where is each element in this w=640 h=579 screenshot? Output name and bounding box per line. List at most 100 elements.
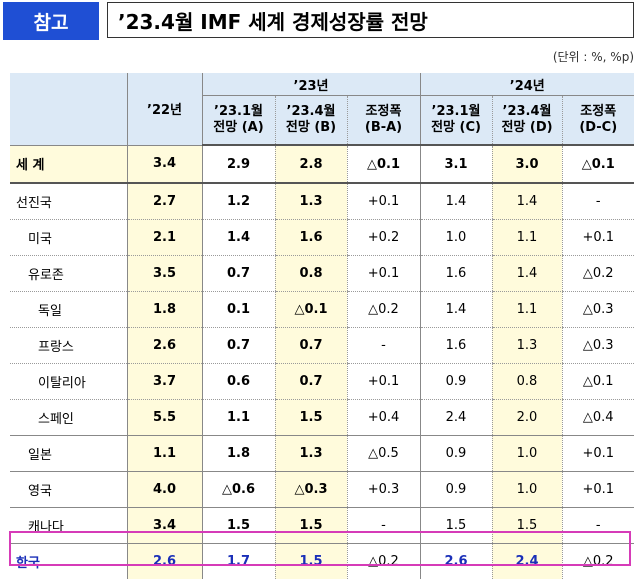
cell-22: 3.5 <box>127 256 202 292</box>
cell-23a: 1.1 <box>202 400 275 436</box>
cell-23-diff: +0.1 <box>347 364 420 400</box>
cell-23a: 0.1 <box>202 292 275 328</box>
cell-24-diff: - <box>562 508 634 544</box>
cell-22: 1.8 <box>127 292 202 328</box>
header-group-24: ’24년 <box>420 73 634 96</box>
cell-24d: 3.0 <box>492 145 562 183</box>
cell-24c: 1.4 <box>420 292 492 328</box>
table-row: 한국 2.6 1.7 1.5 △0.2 2.6 2.4 △0.2 <box>10 544 634 579</box>
cell-23-diff: +0.4 <box>347 400 420 436</box>
cell-22: 2.7 <box>127 183 202 220</box>
cell-23b: 0.7 <box>275 328 347 364</box>
cell-23-diff: +0.1 <box>347 256 420 292</box>
cell-23b: 0.8 <box>275 256 347 292</box>
cell-22: 2.6 <box>127 544 202 579</box>
cell-24-diff: △0.1 <box>562 364 634 400</box>
cell-23-diff: +0.2 <box>347 220 420 256</box>
cell-23a: 1.5 <box>202 508 275 544</box>
cell-24d: 1.1 <box>492 292 562 328</box>
row-name: 한국 <box>10 544 127 579</box>
table-row: 스페인 5.5 1.1 1.5 +0.4 2.4 2.0 △0.4 <box>10 400 634 436</box>
cell-23b: 1.6 <box>275 220 347 256</box>
cell-24-diff: △0.2 <box>562 256 634 292</box>
cell-23b: △0.1 <box>275 292 347 328</box>
cell-24d: 2.4 <box>492 544 562 579</box>
header-row-1: ’22년 ’23년 ’24년 <box>10 73 634 96</box>
cell-24c: 1.0 <box>420 220 492 256</box>
cell-23-diff: +0.3 <box>347 472 420 508</box>
table-row: 프랑스 2.6 0.7 0.7 - 1.6 1.3 △0.3 <box>10 328 634 364</box>
unit-label: (단위 : %, %p) <box>553 48 634 65</box>
cell-24c: 1.5 <box>420 508 492 544</box>
row-name: 독일 <box>10 292 127 328</box>
cell-23a: 2.9 <box>202 145 275 183</box>
table-row: 독일 1.8 0.1 △0.1 △0.2 1.4 1.1 △0.3 <box>10 292 634 328</box>
row-name: 이탈리아 <box>10 364 127 400</box>
table-row: 미국 2.1 1.4 1.6 +0.2 1.0 1.1 +0.1 <box>10 220 634 256</box>
row-name: 영국 <box>10 472 127 508</box>
cell-23b: 1.5 <box>275 544 347 579</box>
cell-24d: 1.3 <box>492 328 562 364</box>
cell-24c: 0.9 <box>420 436 492 472</box>
cell-24d: 0.8 <box>492 364 562 400</box>
cell-22: 3.4 <box>127 508 202 544</box>
cell-24-diff: △0.1 <box>562 145 634 183</box>
row-name: 프랑스 <box>10 328 127 364</box>
table-row: 이탈리아 3.7 0.6 0.7 +0.1 0.9 0.8 △0.1 <box>10 364 634 400</box>
cell-23b: 1.3 <box>275 183 347 220</box>
cell-24-diff: - <box>562 183 634 220</box>
cell-23-diff: △0.1 <box>347 145 420 183</box>
cell-23a: 0.7 <box>202 328 275 364</box>
cell-24d: 1.5 <box>492 508 562 544</box>
cell-24d: 1.1 <box>492 220 562 256</box>
cell-24-diff: △0.2 <box>562 544 634 579</box>
cell-23b: 1.5 <box>275 400 347 436</box>
cell-22: 5.5 <box>127 400 202 436</box>
cell-23a: 0.7 <box>202 256 275 292</box>
cell-24c: 0.9 <box>420 364 492 400</box>
cell-22: 2.6 <box>127 328 202 364</box>
cell-23-diff: △0.2 <box>347 544 420 579</box>
cell-24c: 2.4 <box>420 400 492 436</box>
cell-24c: 1.6 <box>420 256 492 292</box>
header-24-diff: 조정폭(D-C) <box>562 96 634 146</box>
table-row: 캐나다 3.4 1.5 1.5 - 1.5 1.5 - <box>10 508 634 544</box>
header-22: ’22년 <box>127 73 202 145</box>
cell-23-diff: +0.1 <box>347 183 420 220</box>
cell-23a: △0.6 <box>202 472 275 508</box>
cell-23b: 1.3 <box>275 436 347 472</box>
badge: 참고 <box>3 2 99 40</box>
row-name: 미국 <box>10 220 127 256</box>
cell-24-diff: +0.1 <box>562 220 634 256</box>
cell-24c: 1.4 <box>420 183 492 220</box>
row-name: 유로존 <box>10 256 127 292</box>
table-row: 선진국 2.7 1.2 1.3 +0.1 1.4 1.4 - <box>10 183 634 220</box>
table-row: 영국 4.0 △0.6 △0.3 +0.3 0.9 1.0 +0.1 <box>10 472 634 508</box>
cell-24d: 1.0 <box>492 436 562 472</box>
cell-23-diff: - <box>347 328 420 364</box>
cell-23-diff: △0.2 <box>347 292 420 328</box>
cell-24d: 1.4 <box>492 183 562 220</box>
header-group-23: ’23년 <box>202 73 420 96</box>
cell-23a: 1.2 <box>202 183 275 220</box>
cell-23b: △0.3 <box>275 472 347 508</box>
row-name: 세 계 <box>10 145 127 183</box>
cell-22: 3.4 <box>127 145 202 183</box>
cell-24c: 0.9 <box>420 472 492 508</box>
cell-22: 3.7 <box>127 364 202 400</box>
cell-23a: 1.7 <box>202 544 275 579</box>
table-row: 유로존 3.5 0.7 0.8 +0.1 1.6 1.4 △0.2 <box>10 256 634 292</box>
cell-24c: 3.1 <box>420 145 492 183</box>
cell-23b: 0.7 <box>275 364 347 400</box>
cell-24d: 1.0 <box>492 472 562 508</box>
cell-24d: 1.4 <box>492 256 562 292</box>
cell-23-diff: △0.5 <box>347 436 420 472</box>
cell-22: 2.1 <box>127 220 202 256</box>
cell-24-diff: +0.1 <box>562 472 634 508</box>
cell-23b: 2.8 <box>275 145 347 183</box>
cell-24-diff: △0.4 <box>562 400 634 436</box>
